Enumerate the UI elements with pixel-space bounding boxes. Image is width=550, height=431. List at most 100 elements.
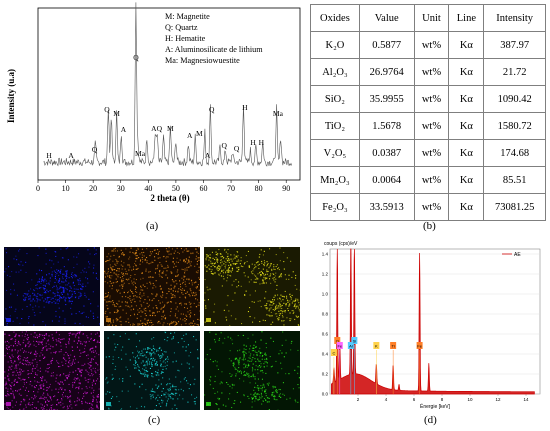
- map-pixel: [150, 398, 152, 400]
- map-pixel: [93, 317, 95, 319]
- map-pixel: [280, 305, 282, 307]
- map-pixel: [168, 253, 170, 255]
- xrd-peak-label: H: [242, 103, 248, 112]
- map-pixel: [94, 350, 96, 352]
- map-pixel: [277, 298, 279, 300]
- map-pixel: [242, 351, 244, 353]
- map-pixel: [210, 272, 212, 274]
- map-pixel: [165, 405, 167, 407]
- map-pixel: [283, 324, 285, 326]
- map-pixel: [20, 361, 22, 363]
- map-pixel: [28, 316, 30, 318]
- map-pixel: [65, 344, 67, 346]
- map-pixel: [152, 315, 154, 317]
- map-pixel: [270, 323, 272, 325]
- map-pixel: [110, 267, 112, 269]
- map-background: [204, 247, 300, 326]
- map-pixel: [151, 390, 153, 392]
- map-pixel: [149, 276, 151, 278]
- map-pixel: [160, 373, 162, 375]
- map-pixel: [217, 391, 219, 393]
- map-pixel: [240, 401, 242, 403]
- xrd-xtick-label: 90: [282, 184, 290, 193]
- map-pixel: [150, 354, 152, 356]
- xrd-peak-label: A: [68, 151, 74, 160]
- map-pixel: [46, 399, 48, 401]
- map-pixel: [247, 276, 249, 278]
- map-pixel: [11, 338, 13, 340]
- map-pixel: [174, 250, 176, 252]
- map-pixel: [197, 304, 199, 306]
- map-pixel: [254, 358, 256, 360]
- map-pixel: [42, 284, 44, 286]
- map-pixel: [271, 301, 273, 303]
- map-background: [104, 331, 200, 410]
- map-pixel: [89, 364, 91, 366]
- map-pixel: [64, 389, 66, 391]
- map-pixel: [167, 356, 169, 358]
- map-pixel: [215, 257, 217, 259]
- map-pixel: [175, 308, 177, 310]
- map-pixel: [105, 393, 107, 395]
- map-pixel: [159, 322, 161, 324]
- map-pixel: [287, 310, 289, 312]
- map-pixel: [278, 269, 280, 271]
- map-pixel: [38, 341, 40, 343]
- map-pixel: [190, 322, 192, 324]
- map-pixel: [38, 287, 40, 289]
- map-pixel: [115, 278, 117, 280]
- map-pixel: [134, 263, 136, 265]
- map-pixel: [23, 408, 25, 410]
- map-pixel: [172, 261, 174, 263]
- map-pixel: [12, 356, 14, 358]
- map-pixel: [266, 362, 268, 364]
- map-pixel: [94, 254, 96, 256]
- map-pixel: [182, 251, 184, 253]
- map-pixel: [76, 275, 78, 277]
- map-pixel: [19, 264, 21, 266]
- map-pixel: [32, 368, 34, 370]
- map-pixel: [242, 334, 244, 336]
- map-pixel: [107, 295, 109, 297]
- map-pixel: [38, 278, 40, 280]
- map-pixel: [260, 365, 262, 367]
- map-pixel: [146, 364, 148, 366]
- map-pixel: [188, 363, 190, 365]
- map-pixel: [82, 269, 84, 271]
- map-pixel: [25, 404, 27, 406]
- map-pixel: [272, 277, 274, 279]
- map-pixel: [40, 403, 42, 405]
- map-pixel: [96, 396, 98, 398]
- map-pixel: [58, 402, 60, 404]
- map-pixel: [235, 318, 237, 320]
- map-pixel: [268, 382, 270, 384]
- map-pixel: [62, 383, 64, 385]
- map-pixel: [35, 373, 37, 375]
- map-pixel: [7, 375, 9, 377]
- map-pixel: [236, 266, 238, 268]
- map-pixel: [274, 281, 276, 283]
- map-pixel: [139, 260, 141, 262]
- map-pixel: [70, 287, 72, 289]
- map-pixel: [130, 301, 132, 303]
- map-pixel: [147, 370, 149, 372]
- map-pixel: [259, 366, 261, 368]
- map-pixel: [154, 391, 156, 393]
- map-pixel: [9, 275, 11, 277]
- map-pixel: [119, 277, 121, 279]
- map-pixel: [197, 349, 199, 351]
- map-pixel: [14, 349, 16, 351]
- map-pixel: [188, 313, 190, 315]
- map-pixel: [254, 281, 256, 283]
- map-pixel: [143, 308, 145, 310]
- map-pixel: [151, 325, 153, 327]
- map-pixel: [93, 247, 95, 249]
- map-pixel: [28, 290, 30, 292]
- map-pixel: [264, 391, 266, 393]
- map-pixel: [263, 386, 265, 388]
- map-pixel: [18, 393, 20, 395]
- map-pixel: [77, 279, 79, 281]
- map-pixel: [145, 361, 147, 363]
- map-pixel: [270, 264, 272, 266]
- map-pixel: [68, 343, 70, 345]
